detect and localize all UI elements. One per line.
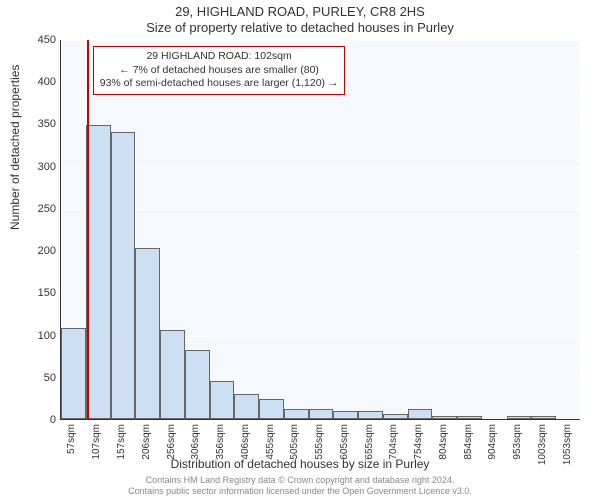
info-box-line-2: ← 7% of detached houses are smaller (80): [119, 64, 319, 76]
info-box-line-1: 29 HIGHLAND ROAD: 102sqm: [146, 50, 291, 62]
histogram-bar: [531, 416, 556, 419]
histogram-bar: [408, 409, 433, 419]
footer-line-2: Contains public sector information licen…: [128, 486, 472, 496]
histogram-bar: [61, 328, 86, 419]
title-address: 29, HIGHLAND ROAD, PURLEY, CR8 2HS: [0, 4, 600, 19]
chart-container: 29, HIGHLAND ROAD, PURLEY, CR8 2HS Size …: [0, 0, 600, 500]
histogram-bar: [185, 350, 210, 419]
y-tick-label: 150: [16, 287, 56, 299]
histogram-bar: [432, 416, 457, 419]
y-tick-label: 400: [16, 76, 56, 88]
property-info-box: 29 HIGHLAND ROAD: 102sqm ← 7% of detached…: [93, 46, 346, 95]
histogram-bar: [507, 416, 532, 419]
histogram-bar: [86, 125, 111, 419]
histogram-bar: [160, 330, 185, 419]
histogram-bar: [358, 411, 383, 419]
y-tick-label: 0: [16, 414, 56, 426]
property-marker-line: [87, 40, 89, 420]
histogram-bar: [210, 381, 235, 419]
histogram-bar: [309, 409, 334, 419]
y-tick-label: 350: [16, 118, 56, 130]
gridline: [61, 40, 581, 41]
title-subtitle: Size of property relative to detached ho…: [0, 20, 600, 35]
y-tick-label: 300: [16, 161, 56, 173]
histogram-bar: [234, 394, 259, 419]
histogram-bar: [333, 411, 358, 419]
gridline: [61, 209, 581, 210]
gridline: [61, 124, 581, 125]
histogram-bar: [284, 409, 309, 419]
x-axis-label: Distribution of detached houses by size …: [0, 457, 600, 471]
histogram-bar: [135, 248, 160, 419]
y-tick-label: 100: [16, 330, 56, 342]
histogram-bar: [111, 132, 136, 419]
footer-line-1: Contains HM Land Registry data © Crown c…: [146, 475, 455, 485]
histogram-bar: [383, 414, 408, 419]
footer-attribution: Contains HM Land Registry data © Crown c…: [0, 475, 600, 497]
y-tick-label: 450: [16, 34, 56, 46]
y-tick-label: 50: [16, 372, 56, 384]
y-tick-label: 200: [16, 245, 56, 257]
plot-area: 29 HIGHLAND ROAD: 102sqm ← 7% of detached…: [60, 40, 580, 420]
histogram-bar: [457, 416, 482, 419]
info-box-line-3: 93% of semi-detached houses are larger (…: [100, 77, 339, 89]
histogram-bar: [259, 399, 284, 419]
y-tick-label: 250: [16, 203, 56, 215]
gridline: [61, 167, 581, 168]
